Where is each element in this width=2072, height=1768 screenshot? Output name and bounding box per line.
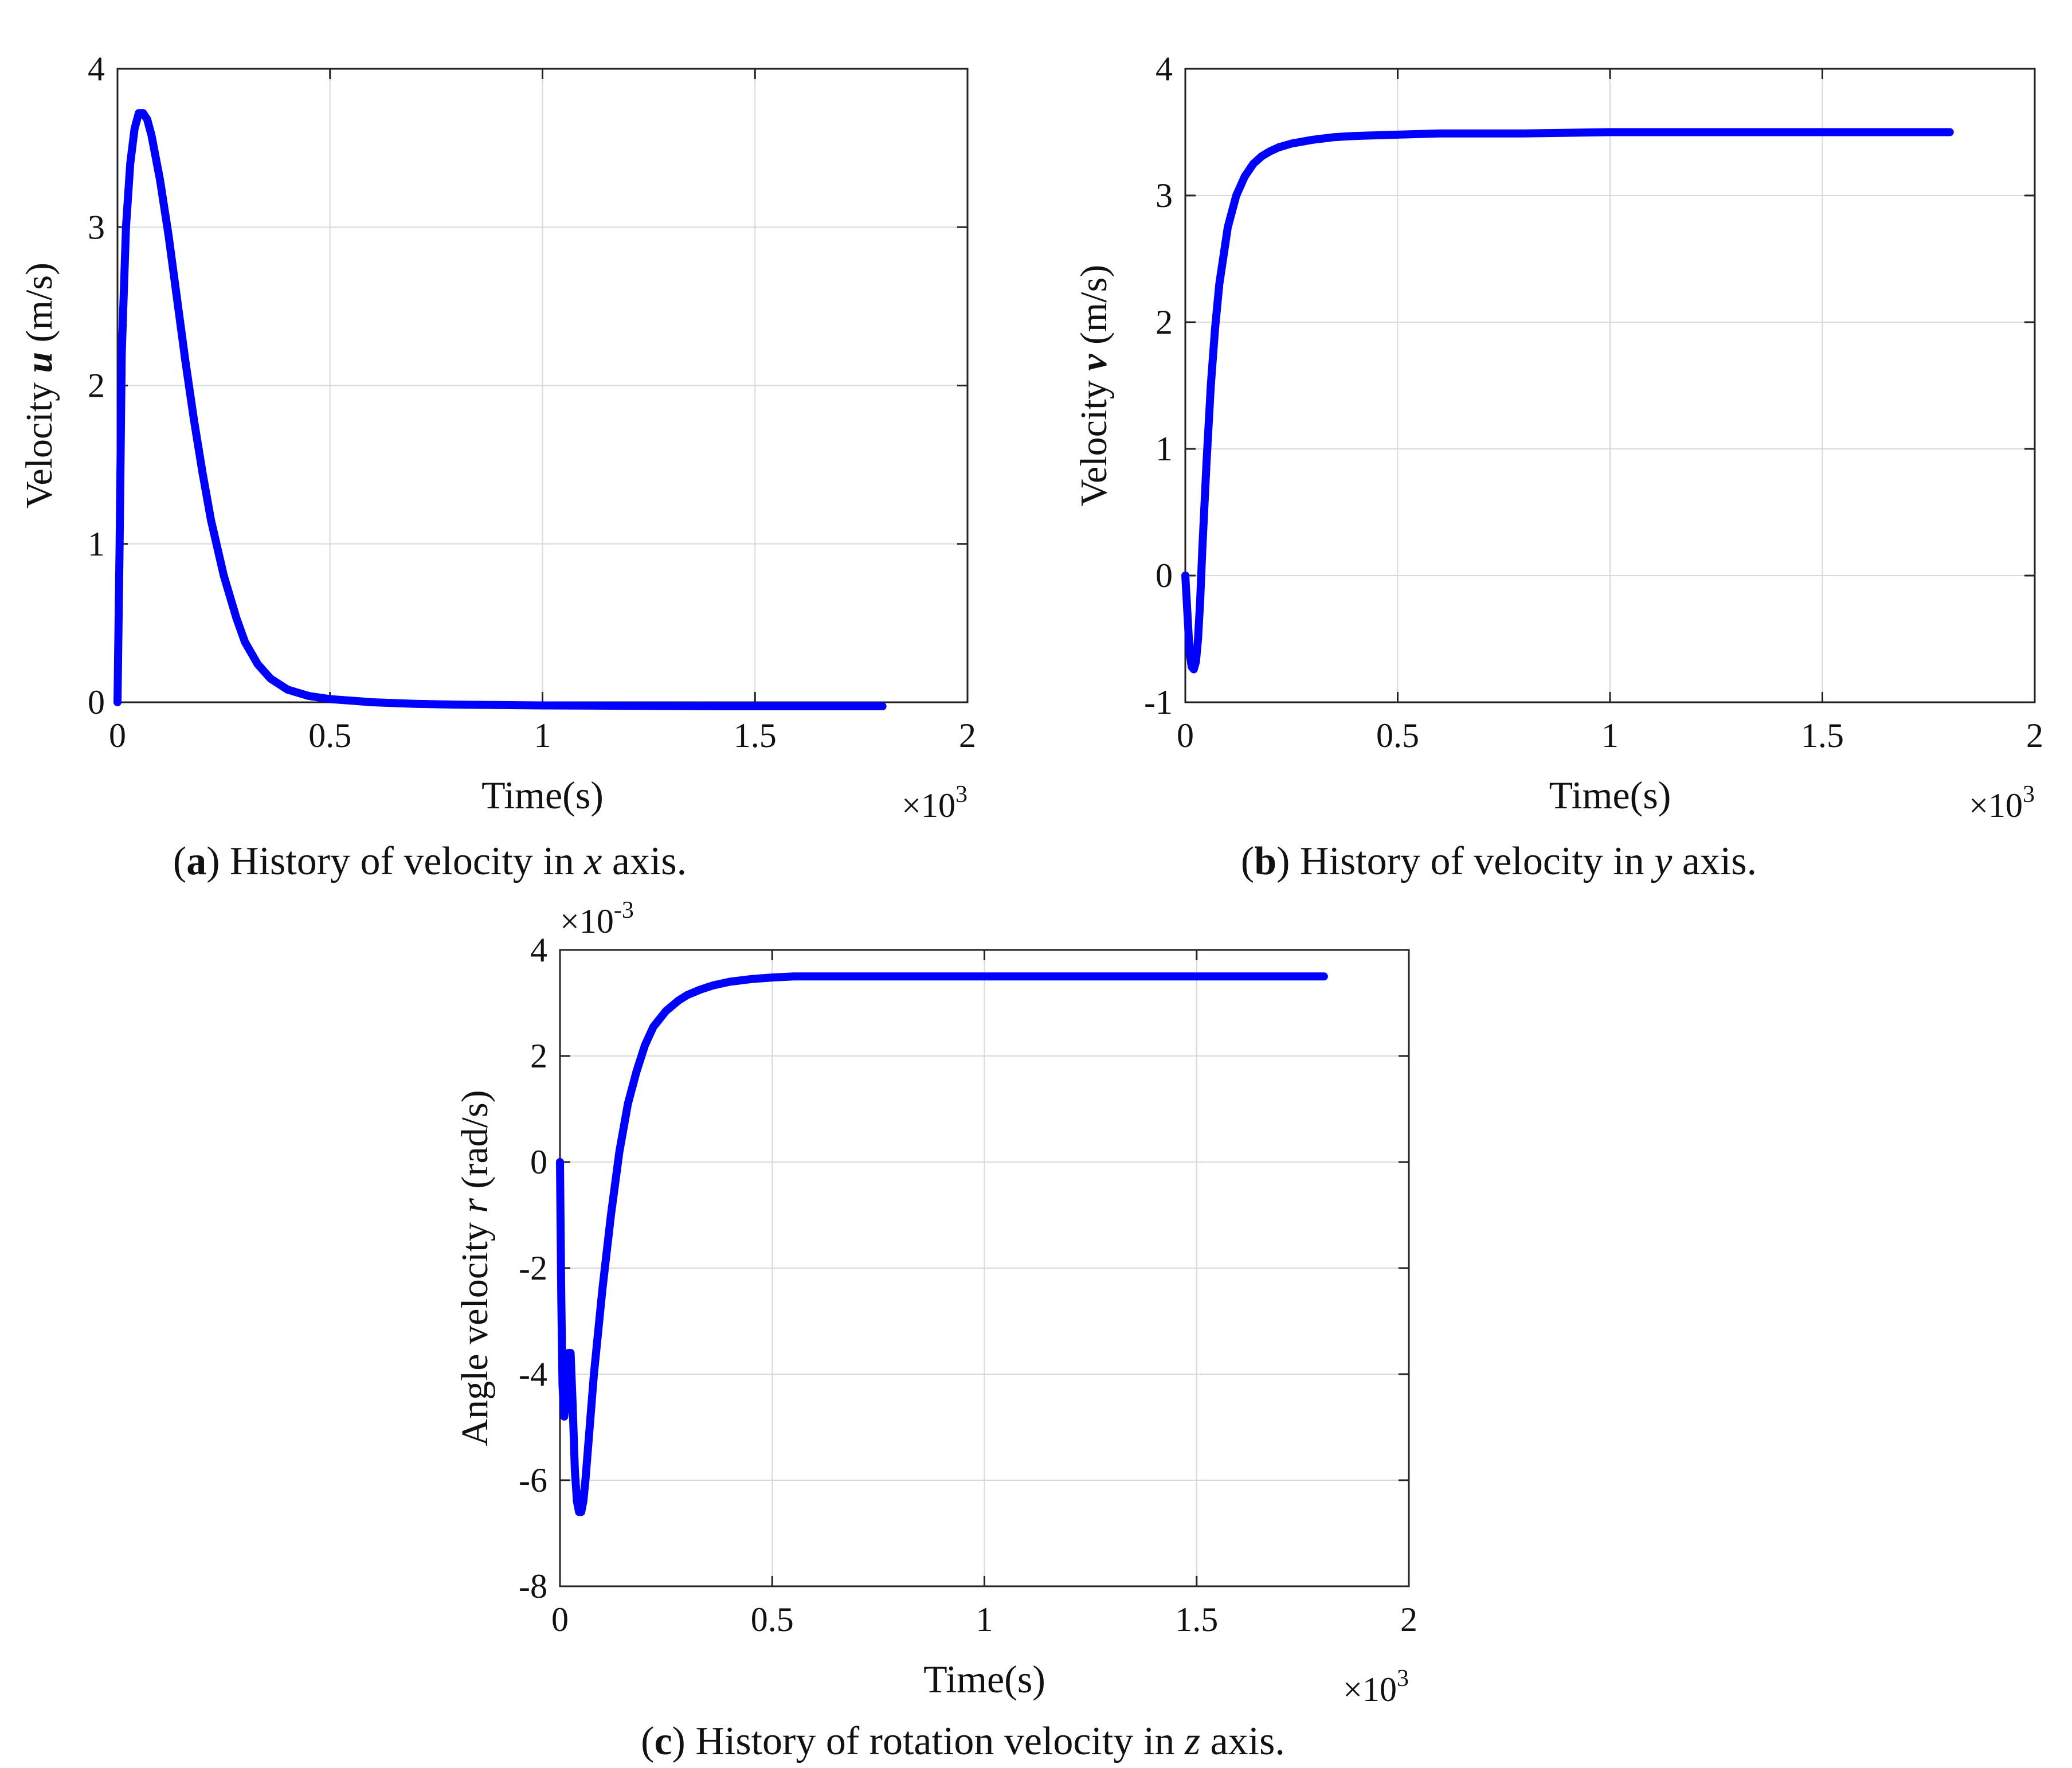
x-tick-label: 2: [959, 717, 976, 754]
x-tick-label: 1.5: [1175, 1601, 1218, 1638]
x-tick-label: 0.5: [751, 1601, 794, 1638]
panel-a-grid: [117, 69, 968, 702]
panel-c-xlabel: Time(s): [923, 1657, 1045, 1701]
x-tick-label: 1: [1601, 717, 1619, 754]
y-tick-label: 3: [1156, 177, 1173, 214]
panel-a-ticks: 0 0.5 1 1.5 2 0 1 2 3 4: [88, 50, 976, 754]
y-tick-label: 2: [530, 1037, 547, 1075]
panel-a-x-multiplier: ×103: [902, 781, 968, 824]
x-tick-label: 1.5: [734, 717, 777, 754]
y-tick-label: 0: [1156, 557, 1173, 594]
panel-c-ylabel: Angle velocity r (rad/s): [454, 1090, 496, 1446]
y-tick-label: 1: [1156, 430, 1173, 468]
y-tick-label: 3: [88, 208, 105, 246]
y-tick-label: -6: [519, 1461, 547, 1499]
panel-b-series-line: [1181, 128, 1954, 674]
y-tick-label: 1: [88, 525, 105, 563]
panel-c-grid: [560, 950, 1409, 1586]
y-tick-label: 0: [530, 1143, 547, 1181]
y-tick-label: 0: [88, 683, 105, 721]
panel-a-xlabel: Time(s): [481, 773, 604, 817]
x-tick-label: 0: [109, 717, 126, 754]
panel-b-grid: [1185, 69, 2035, 702]
panel-a-caption: (a) History of velocity in x axis.: [173, 839, 687, 883]
y-tick-label: 2: [1156, 303, 1173, 341]
panel-c-x-multiplier: ×103: [1343, 1665, 1409, 1708]
y-tick-label: -2: [519, 1249, 547, 1287]
x-tick-label: 0: [1177, 717, 1194, 754]
x-tick-label: 0.5: [1376, 717, 1419, 754]
panel-a-series-line: [113, 109, 887, 710]
panel-c: 0 0.5 1 1.5 2 -8 -6 -4 -2 0 2 4 Time(s) Angle veloc…: [454, 897, 1417, 1763]
x-tick-label: 0.5: [308, 717, 351, 754]
panel-c-y-multiplier: ×10-3: [560, 897, 634, 940]
y-tick-label: 4: [88, 50, 105, 88]
panel-b-caption: (b) History of velocity in y axis.: [1241, 839, 1757, 883]
x-tick-label: 1: [976, 1601, 993, 1638]
y-tick-label: -1: [1144, 683, 1173, 721]
panel-b-x-multiplier: ×103: [1969, 781, 2035, 824]
panel-a-ylabel: Velocity u (m/s): [18, 263, 60, 509]
y-tick-label: -4: [519, 1355, 547, 1393]
panel-b-ylabel: Velocity v (m/s): [1073, 265, 1115, 507]
x-tick-label: 1: [534, 717, 551, 754]
panel-c-ticks: 0 0.5 1 1.5 2 -8 -6 -4 -2 0 2 4: [519, 931, 1417, 1638]
panel-c-caption: (c) History of rotation velocity in z ax…: [641, 1719, 1285, 1763]
y-tick-label: 4: [530, 931, 547, 969]
x-tick-label: 0: [551, 1601, 569, 1638]
y-tick-label: 4: [1156, 50, 1173, 88]
x-tick-label: 2: [1400, 1601, 1417, 1638]
x-tick-label: 2: [2026, 717, 2043, 754]
y-tick-label: 2: [88, 367, 105, 405]
y-tick-label: -8: [519, 1567, 547, 1605]
panel-b-xlabel: Time(s): [1549, 773, 1671, 817]
x-tick-label: 1.5: [1801, 717, 1844, 754]
panel-c-series-line: [556, 972, 1328, 1516]
